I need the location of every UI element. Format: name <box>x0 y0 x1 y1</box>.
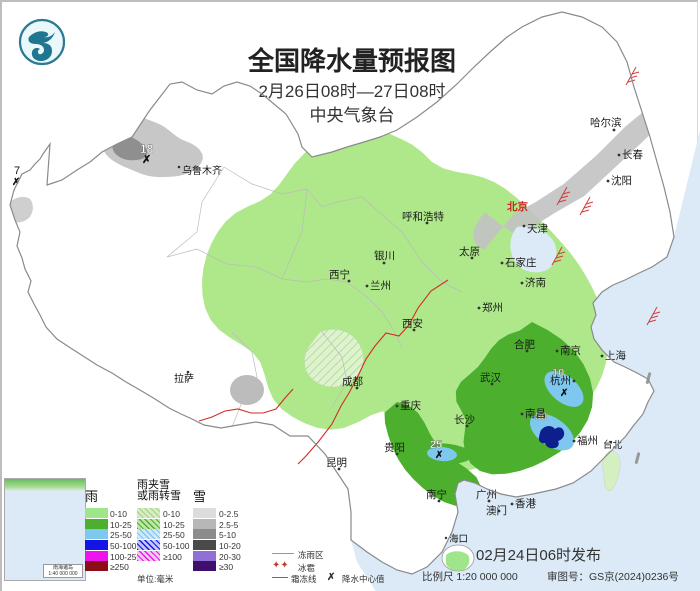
svg-text:太原: 太原 <box>459 245 480 258</box>
svg-text:天津: 天津 <box>527 223 548 235</box>
svg-text:济南: 济南 <box>525 276 546 289</box>
svg-text:昆明: 昆明 <box>326 457 347 469</box>
svg-text:审图号：GS京(2024)0236号: 审图号：GS京(2024)0236号 <box>547 570 679 583</box>
svg-text:澳门: 澳门 <box>486 504 507 517</box>
svg-text:南昌: 南昌 <box>525 407 546 420</box>
svg-text:石家庄: 石家庄 <box>505 256 537 269</box>
svg-text:银川: 银川 <box>374 249 395 262</box>
svg-text:长春: 长春 <box>622 149 643 161</box>
svg-text:全国降水量预报图: 全国降水量预报图 <box>247 46 456 76</box>
svg-text:02月24日06时发布: 02月24日06时发布 <box>476 547 601 564</box>
svg-text:南京: 南京 <box>560 344 581 357</box>
svg-text:✗: ✗ <box>142 154 151 166</box>
svg-text:南宁: 南宁 <box>426 488 447 501</box>
svg-text:中央气象台: 中央气象台 <box>310 106 395 125</box>
svg-text:重庆: 重庆 <box>400 399 421 412</box>
svg-text:拉萨: 拉萨 <box>174 372 194 385</box>
svg-text:西宁: 西宁 <box>329 268 350 281</box>
svg-text:香港: 香港 <box>515 498 536 510</box>
svg-text:合肥: 合肥 <box>514 338 535 351</box>
svg-text:乌鲁木齐: 乌鲁木齐 <box>182 164 222 177</box>
svg-text:杭州: 杭州 <box>550 374 571 387</box>
svg-text:呼和浩特: 呼和浩特 <box>402 211 444 223</box>
svg-text:长沙: 长沙 <box>454 414 475 426</box>
svg-text:✗: ✗ <box>435 450 443 461</box>
svg-text:海口: 海口 <box>449 533 468 545</box>
svg-text:贵阳: 贵阳 <box>384 441 405 454</box>
svg-text:✗: ✗ <box>560 388 568 399</box>
svg-text:福州: 福州 <box>577 434 598 447</box>
svg-text:武汉: 武汉 <box>480 371 501 384</box>
svg-text:比例尺 1:20 000 000: 比例尺 1:20 000 000 <box>422 570 518 583</box>
svg-text:成都: 成都 <box>342 376 363 388</box>
svg-text:哈尔滨: 哈尔滨 <box>590 116 622 129</box>
svg-text:西安: 西安 <box>402 317 423 330</box>
svg-text:北京: 北京 <box>507 200 528 213</box>
svg-text:2月26日08时—27日08时: 2月26日08时—27日08时 <box>258 82 445 101</box>
svg-text:广州: 广州 <box>476 489 497 501</box>
svg-text:兰州: 兰州 <box>370 279 391 292</box>
svg-text:7: 7 <box>14 165 20 177</box>
svg-text:郑州: 郑州 <box>482 301 503 314</box>
svg-text:沈阳: 沈阳 <box>611 174 632 187</box>
